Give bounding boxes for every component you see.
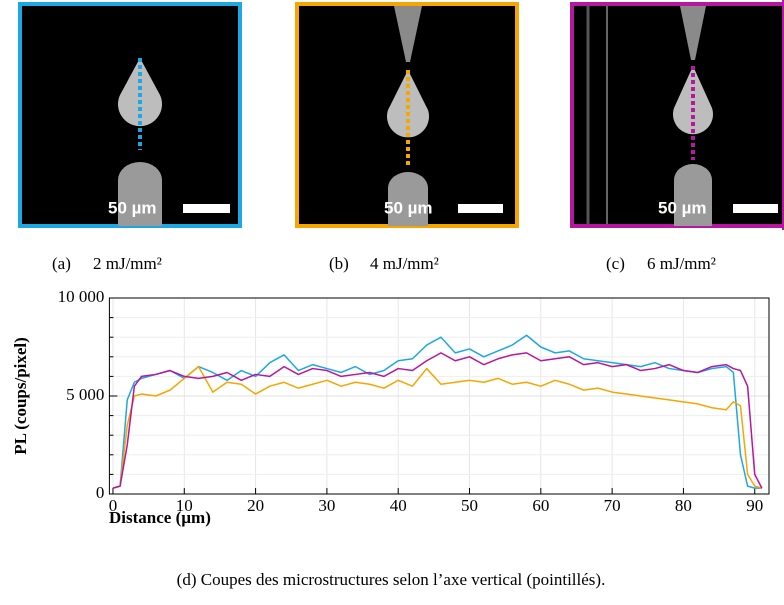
y-tick-label: 5 000 xyxy=(66,385,104,404)
x-tick-label: 10 xyxy=(176,496,193,515)
x-tick-label: 80 xyxy=(675,496,692,515)
panel-label: (a) xyxy=(52,254,71,273)
x-axis-label: Distance (µm) xyxy=(109,508,211,527)
panel-fluence: 6 mJ/mm² xyxy=(647,254,716,273)
scale-bar-label: 50 µm xyxy=(658,198,707,217)
scale-bar-label: 50 µm xyxy=(108,198,157,217)
series-line xyxy=(112,334,762,489)
x-tick-label: 0 xyxy=(109,496,118,515)
scale-bar-label: 50 µm xyxy=(384,198,433,217)
figure-caption: (d) Coupes des microstructures selon l’a… xyxy=(177,570,606,589)
x-tick-label: 60 xyxy=(532,496,549,515)
x-tick-label: 50 xyxy=(461,496,478,515)
x-tick-label: 70 xyxy=(604,496,621,515)
image-panel-a xyxy=(18,2,242,228)
panel-fluence: 2 mJ/mm² xyxy=(93,254,162,273)
x-tick-label: 90 xyxy=(746,496,763,515)
series-line xyxy=(112,352,763,489)
series-line xyxy=(112,365,763,489)
panel-fluence: 4 mJ/mm² xyxy=(370,254,439,273)
image-panel-c xyxy=(570,0,784,230)
y-tick-label: 10 000 xyxy=(58,287,105,306)
x-tick-label: 30 xyxy=(318,496,335,515)
y-tick-label: 0 xyxy=(96,483,105,502)
panel-label: (c) xyxy=(606,254,625,273)
image-panel-b xyxy=(295,2,519,228)
panel-label: (b) xyxy=(329,254,349,273)
x-tick-label: 40 xyxy=(390,496,407,515)
x-tick-label: 20 xyxy=(247,496,264,515)
y-axis-label: PL (coups/pixel) xyxy=(11,337,30,455)
